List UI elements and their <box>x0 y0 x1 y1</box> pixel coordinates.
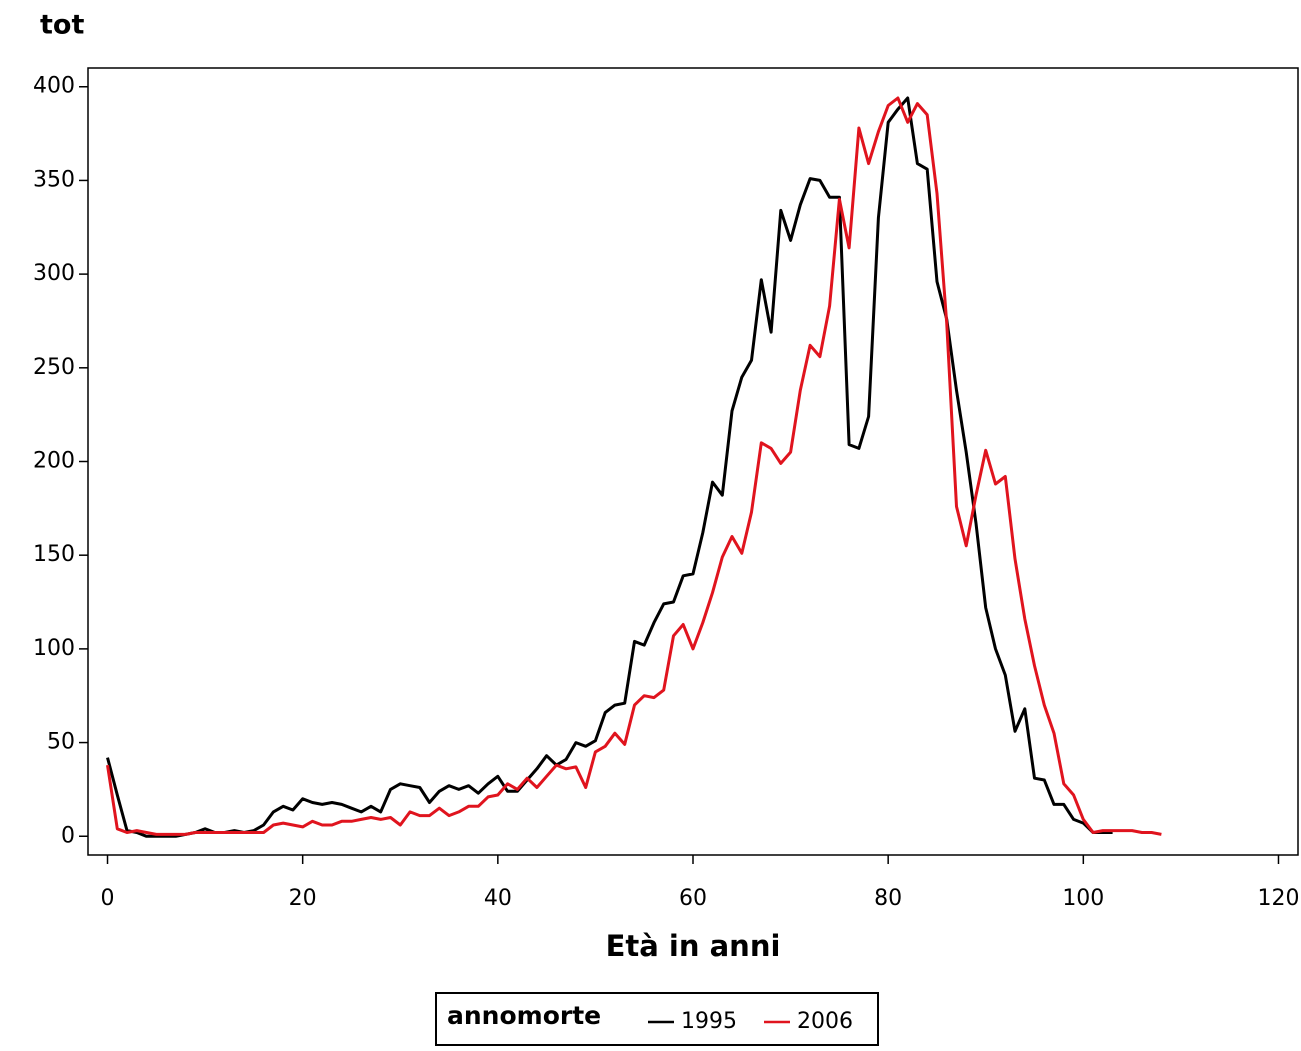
x-tick-label: 100 <box>1062 886 1104 911</box>
y-tick-label: 250 <box>33 355 75 380</box>
x-tick-label: 40 <box>484 886 512 911</box>
y-tick-label: 400 <box>33 74 75 99</box>
x-tick-label: 0 <box>101 886 115 911</box>
x-tick-label: 20 <box>289 886 317 911</box>
legend-box <box>435 992 879 1046</box>
y-tick-label: 0 <box>61 823 75 848</box>
legend-title: annomorte <box>447 1001 601 1030</box>
y-tick-label: 150 <box>33 542 75 567</box>
y-tick-label: 350 <box>33 167 75 192</box>
y-tick-label: 100 <box>33 636 75 661</box>
y-axis-label: tot <box>40 10 84 41</box>
x-tick-label: 80 <box>874 886 902 911</box>
x-tick-label: 120 <box>1257 886 1299 911</box>
y-tick-label: 200 <box>33 449 75 474</box>
x-tick-label: 60 <box>679 886 707 911</box>
legend-label: 1995 <box>681 1009 737 1034</box>
data-line <box>106 96 1162 836</box>
y-tick-label: 50 <box>47 730 75 755</box>
legend-label: 2006 <box>797 1009 853 1034</box>
y-tick-label: 300 <box>33 261 75 286</box>
x-axis-label: Età in anni <box>606 929 781 963</box>
